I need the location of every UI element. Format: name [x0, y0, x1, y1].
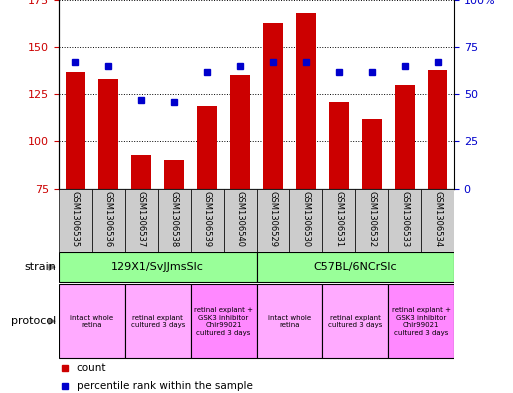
- Bar: [388, 285, 454, 358]
- Text: GSM1306534: GSM1306534: [433, 191, 442, 247]
- Bar: [263, 23, 283, 189]
- Bar: [197, 106, 217, 189]
- Text: count: count: [77, 363, 106, 373]
- Bar: [256, 252, 454, 282]
- Text: GSM1306532: GSM1306532: [367, 191, 376, 247]
- Text: GSM1306535: GSM1306535: [71, 191, 80, 247]
- Text: intact whole
retina: intact whole retina: [70, 314, 113, 328]
- Bar: [388, 189, 421, 252]
- Bar: [428, 70, 447, 189]
- Text: retinal explant +
GSK3 inhibitor
Chir99021
cultured 3 days: retinal explant + GSK3 inhibitor Chir990…: [391, 307, 450, 336]
- Bar: [355, 189, 388, 252]
- Bar: [98, 79, 118, 189]
- Bar: [191, 285, 256, 358]
- Bar: [224, 189, 256, 252]
- Text: GSM1306533: GSM1306533: [400, 191, 409, 247]
- Text: 129X1/SvJJmsSlc: 129X1/SvJJmsSlc: [111, 262, 204, 272]
- Bar: [59, 189, 92, 252]
- Bar: [59, 252, 256, 282]
- Text: GSM1306540: GSM1306540: [235, 191, 245, 246]
- Text: GSM1306529: GSM1306529: [268, 191, 278, 246]
- Bar: [256, 189, 289, 252]
- Text: GSM1306537: GSM1306537: [137, 191, 146, 247]
- Text: strain: strain: [25, 262, 56, 272]
- Bar: [59, 285, 125, 358]
- Text: protocol: protocol: [11, 316, 56, 326]
- Bar: [66, 72, 85, 189]
- Bar: [125, 285, 191, 358]
- Bar: [421, 189, 454, 252]
- Text: retinal explant +
GSK3 inhibitor
Chir99021
cultured 3 days: retinal explant + GSK3 inhibitor Chir990…: [194, 307, 253, 336]
- Text: intact whole
retina: intact whole retina: [268, 314, 311, 328]
- Text: retinal explant
cultured 3 days: retinal explant cultured 3 days: [328, 314, 382, 328]
- Bar: [322, 189, 355, 252]
- Bar: [92, 189, 125, 252]
- Bar: [256, 285, 322, 358]
- Text: C57BL/6NCrSlc: C57BL/6NCrSlc: [313, 262, 397, 272]
- Text: GSM1306536: GSM1306536: [104, 191, 113, 247]
- Text: retinal explant
cultured 3 days: retinal explant cultured 3 days: [131, 314, 185, 328]
- Text: percentile rank within the sample: percentile rank within the sample: [77, 381, 252, 391]
- Bar: [125, 189, 158, 252]
- Bar: [296, 13, 315, 189]
- Bar: [230, 75, 250, 189]
- Text: GSM1306530: GSM1306530: [301, 191, 310, 247]
- Text: GSM1306531: GSM1306531: [334, 191, 343, 247]
- Bar: [289, 189, 322, 252]
- Bar: [164, 160, 184, 189]
- Bar: [362, 119, 382, 189]
- Bar: [158, 189, 191, 252]
- Bar: [329, 102, 349, 189]
- Bar: [322, 285, 388, 358]
- Bar: [191, 189, 224, 252]
- Text: GSM1306538: GSM1306538: [170, 191, 179, 247]
- Bar: [131, 155, 151, 189]
- Text: GSM1306539: GSM1306539: [203, 191, 212, 247]
- Bar: [394, 85, 415, 189]
